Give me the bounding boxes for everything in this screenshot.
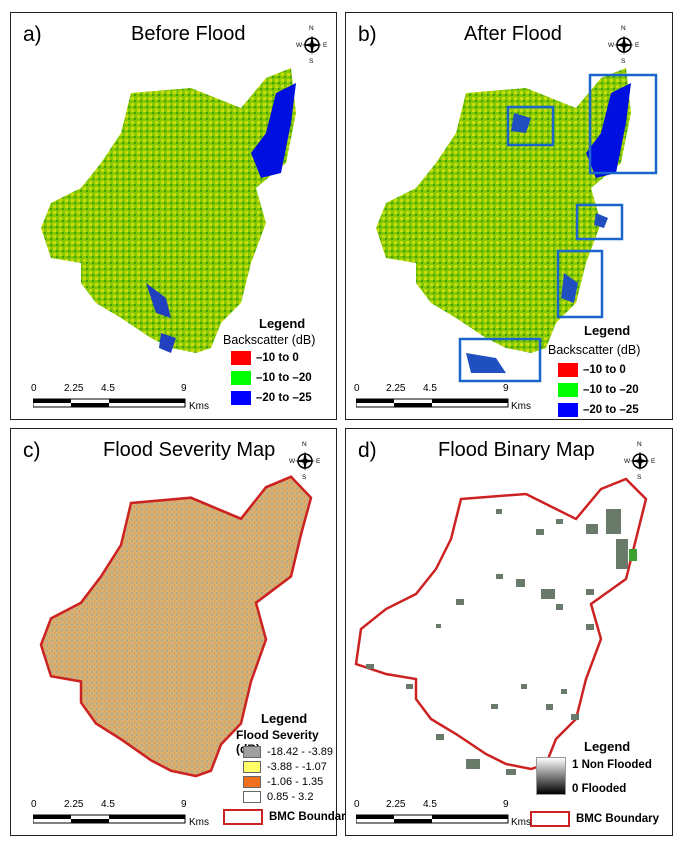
- panel-title: Flood Severity Map: [103, 439, 276, 461]
- swatch: [243, 791, 261, 803]
- boundary-swatch: [530, 811, 570, 827]
- highlight-box: [556, 249, 604, 319]
- legend-label: -3.88 - -1.07: [267, 761, 327, 773]
- region-map-shape: [354, 477, 648, 771]
- water-patch: [511, 113, 531, 133]
- legend-label: BMC Boundary: [576, 813, 660, 825]
- panel-label: b): [358, 23, 377, 46]
- panel-title: After Flood: [464, 23, 562, 45]
- green-patch: [629, 549, 637, 561]
- compass: N W E S: [624, 441, 656, 481]
- panel-title: Flood Binary Map: [438, 439, 595, 461]
- highlight-box: [588, 73, 658, 175]
- legend-subtitle: Backscatter (dB): [223, 333, 316, 347]
- legend-label: –10 to –20: [583, 384, 639, 396]
- legend-label: –10 to 0: [256, 352, 299, 364]
- water-patch: [561, 273, 578, 303]
- highlight-box: [575, 203, 624, 241]
- panel-before-flood: a) Before Flood N W E S Legend Backscatt…: [10, 12, 337, 420]
- flooded-patches: [366, 509, 628, 775]
- region-map-shape: [39, 475, 313, 778]
- panel-label: a): [23, 23, 42, 46]
- swatch: [558, 403, 578, 417]
- map-after-flood: [376, 68, 658, 383]
- water-patch: [466, 353, 506, 373]
- legend-label: 0.85 - 3.2: [267, 791, 314, 803]
- swatch: [243, 761, 261, 773]
- legend-label: –20 to –25: [256, 392, 312, 404]
- legend-label: –10 to 0: [583, 364, 626, 376]
- legend-title: Legend: [259, 316, 306, 331]
- highlight-box: [506, 105, 555, 147]
- compass-rose-icon: [614, 35, 634, 55]
- panel-label: c): [23, 439, 41, 462]
- panel-title: Before Flood: [131, 23, 246, 45]
- legend-label: 0 Flooded: [572, 783, 627, 795]
- compass-rose-icon: [630, 451, 650, 471]
- legend-label: –10 to –20: [256, 372, 312, 384]
- map-before-flood: [41, 68, 296, 353]
- legend-label: -18.42 - -3.89: [267, 746, 334, 758]
- map-flood-binary: [354, 477, 648, 775]
- swatch: [243, 776, 261, 788]
- region-map-shape: [41, 68, 296, 353]
- river-water: [586, 83, 631, 178]
- panel-label: d): [358, 439, 377, 462]
- water-patch: [594, 213, 608, 228]
- map-flood-severity: [39, 475, 313, 778]
- legend-label: 1 Non Flooded: [572, 759, 652, 771]
- compass: N W E S: [289, 441, 321, 481]
- highlight-box: [458, 337, 542, 383]
- swatch: [558, 363, 578, 377]
- legend-label: BMC Boundary: [269, 811, 353, 823]
- compass-rose-icon: [295, 451, 315, 471]
- legend-title: Legend: [584, 323, 631, 338]
- panel-flood-severity: c) Flood Severity Map N W E S Legend Flo…: [10, 428, 352, 836]
- region-map-shape: [376, 68, 631, 353]
- legend-subtitle: Backscatter (dB): [548, 343, 641, 357]
- water-patch: [146, 283, 171, 318]
- legend-title: Legend: [261, 711, 308, 726]
- swatch: [558, 383, 578, 397]
- panel-after-flood: b) After Flood N W E S Legend Backscatte…: [345, 12, 673, 420]
- legend-title: Legend: [584, 739, 631, 754]
- compass-rose-icon: [302, 35, 322, 55]
- river-water: [251, 83, 296, 178]
- legend-label: -1.06 - 1.35: [267, 776, 324, 788]
- legend-label: –20 to –25: [583, 404, 639, 416]
- swatch: [231, 371, 251, 385]
- gradient-swatch: [536, 757, 566, 795]
- water-patch: [159, 333, 176, 353]
- compass: N W E S: [608, 25, 640, 65]
- compass: N W E S: [296, 25, 328, 65]
- swatch: [243, 746, 261, 758]
- panel-flood-binary: d) Flood Binary Map N W E S Legen: [345, 428, 673, 836]
- swatch: [231, 391, 251, 405]
- swatch: [231, 351, 251, 365]
- boundary-swatch: [223, 809, 263, 825]
